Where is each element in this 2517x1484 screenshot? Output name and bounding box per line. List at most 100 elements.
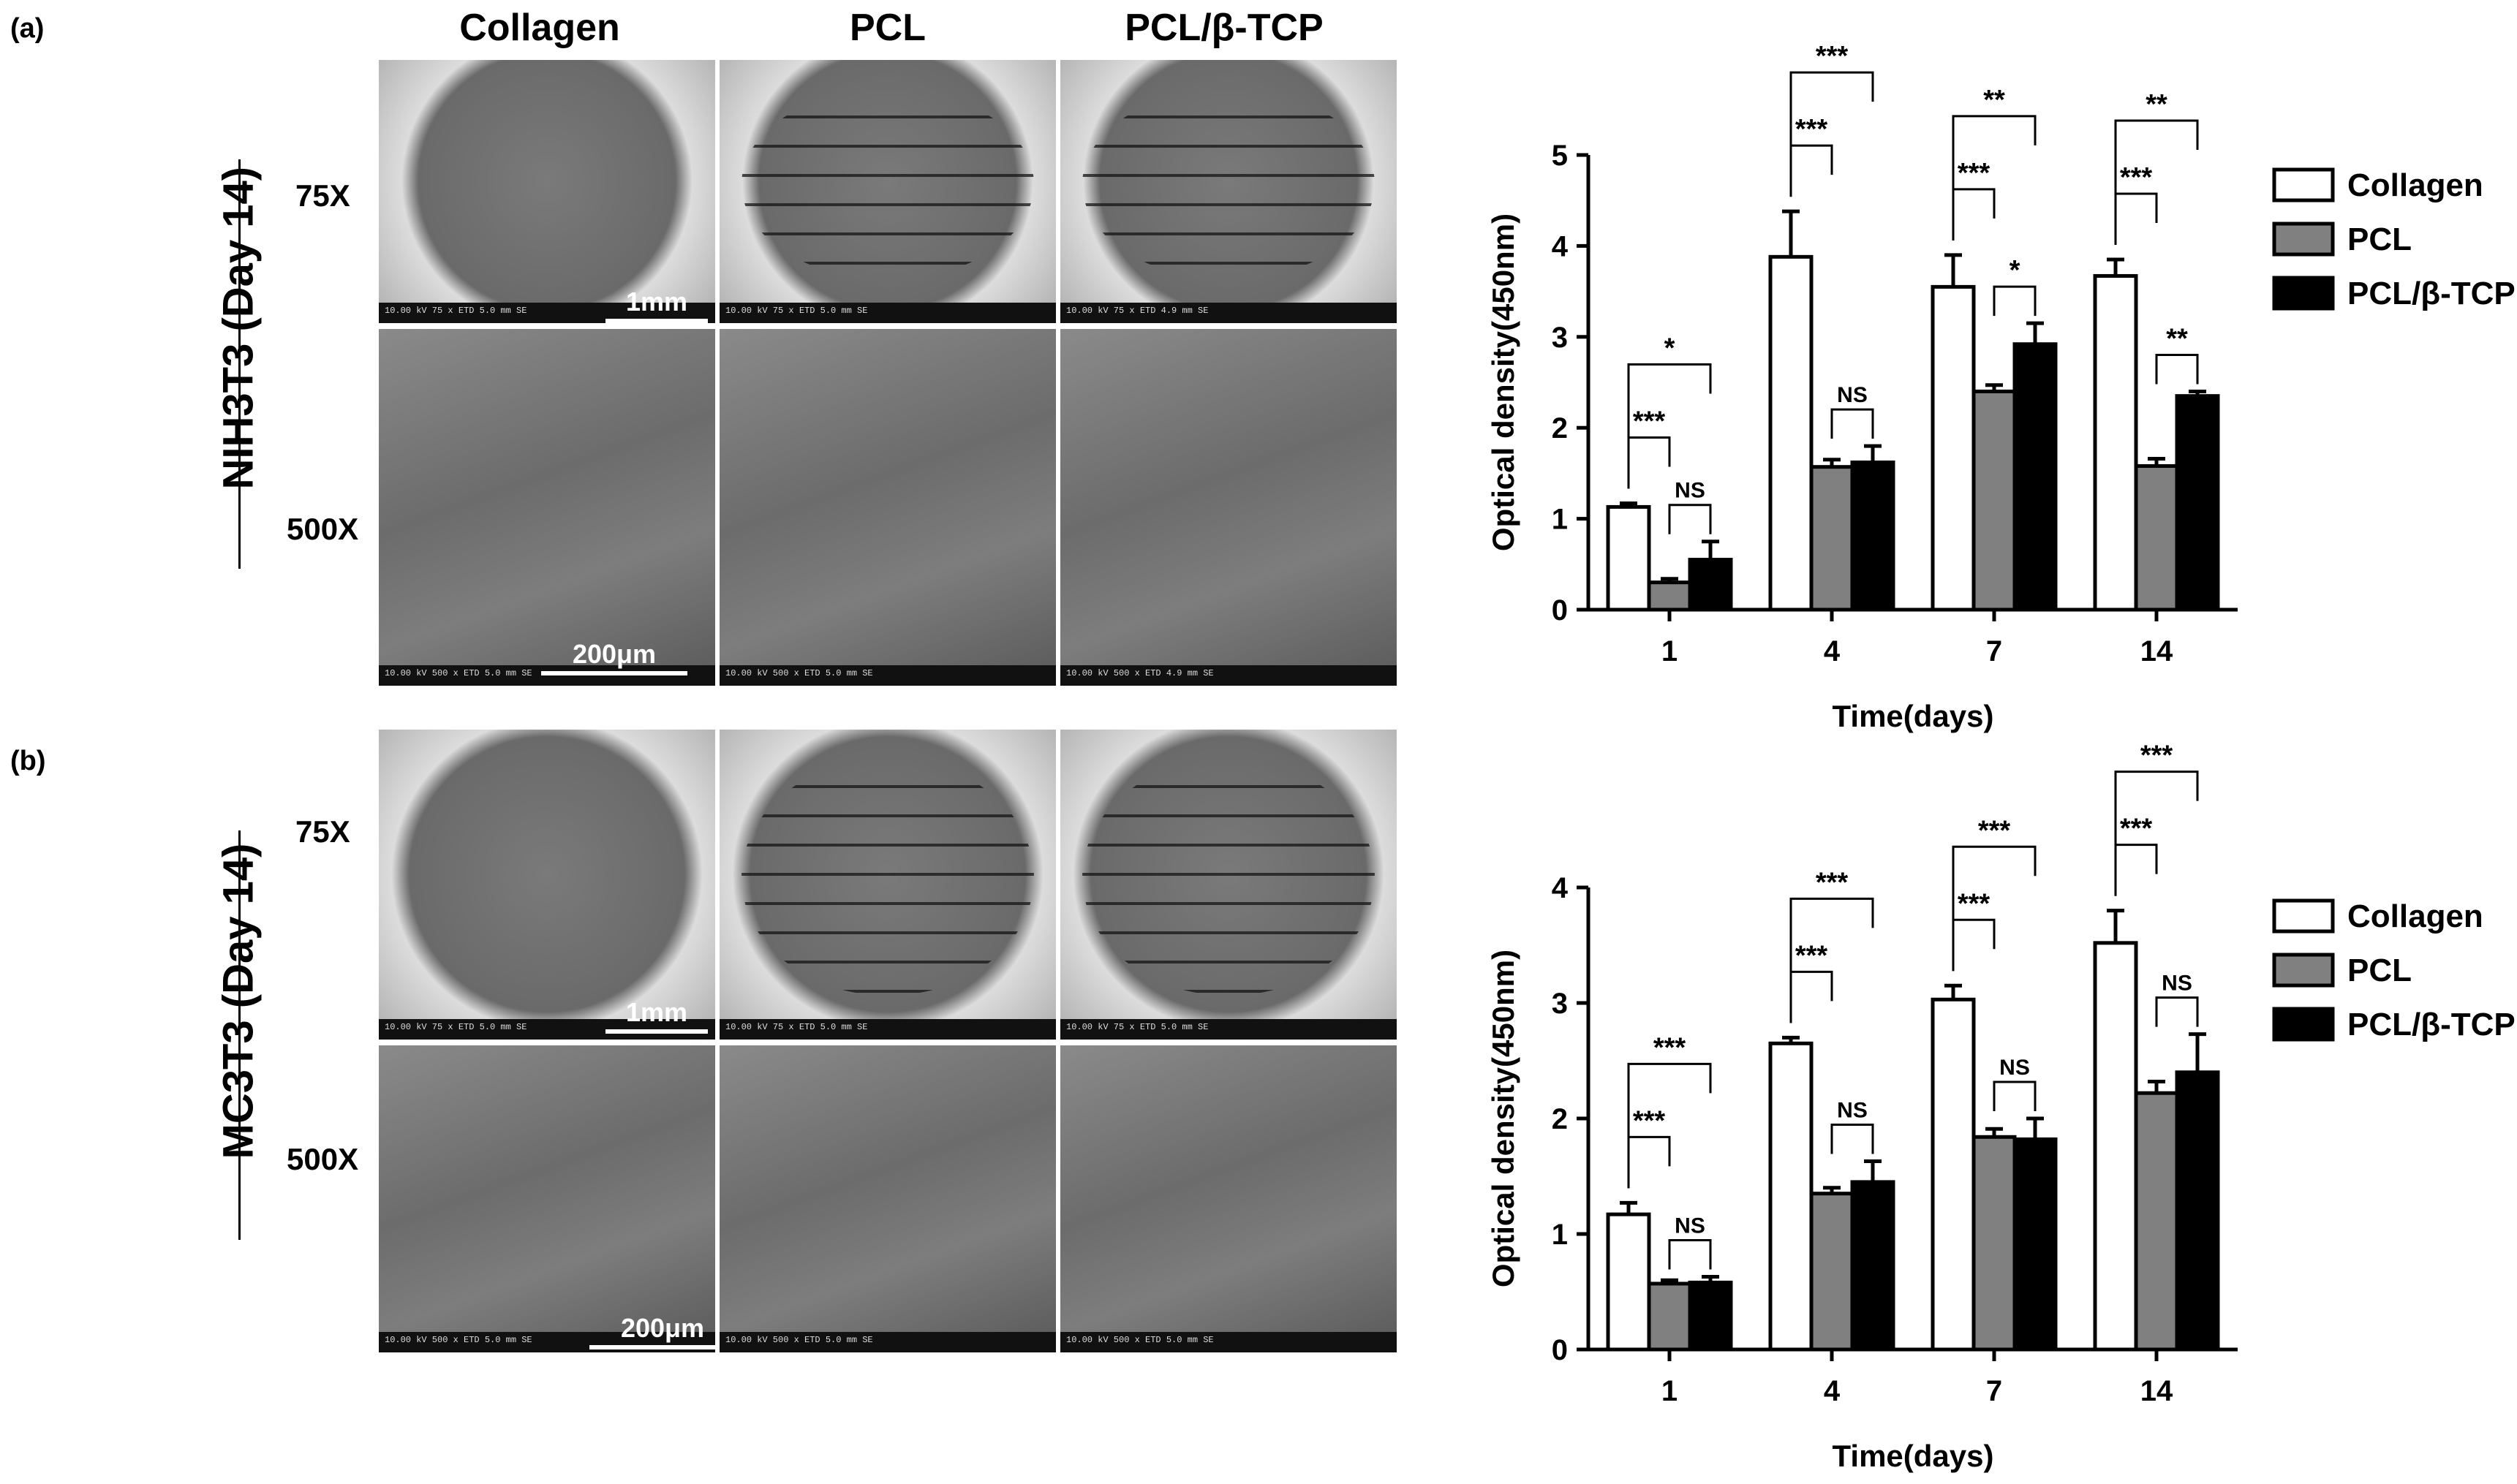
significance-label: ** xyxy=(2166,323,2188,354)
sem-image-pcltcp-75x: 10.00 kV 75 x ETD 4.9 mm SE xyxy=(1060,60,1397,323)
bar-pcltcp xyxy=(1850,1180,1895,1352)
significance-bracket xyxy=(1789,970,1833,1023)
x-tick-label: 1 xyxy=(1661,1375,1678,1407)
x-tick-label: 7 xyxy=(1986,1375,2002,1407)
bar-pcl xyxy=(1971,1135,2017,1352)
column-title-pcl: PCL xyxy=(850,7,926,49)
significance-label: *** xyxy=(2140,741,2173,771)
significance-label: NS xyxy=(1837,383,1868,407)
significance-label: *** xyxy=(1958,888,1990,919)
scale-bar-a-75x: 1mm xyxy=(605,287,708,323)
x-axis-label: Time(days) xyxy=(1833,1439,1994,1473)
legend-label: Collagen xyxy=(2347,898,2483,934)
significance-bracket xyxy=(1993,285,2037,317)
sem-image-pcltcp-75x-b: 10.00 kV 75 x ETD 5.0 mm SE xyxy=(1060,730,1397,1040)
significance-bracket xyxy=(1789,144,1833,197)
sem-image-pcl-500x-b: 10.00 kV 500 x ETD 5.0 mm SE xyxy=(720,1045,1056,1352)
bar-pcl xyxy=(1647,580,1692,612)
x-tick-label: 4 xyxy=(1824,635,1841,667)
scale-label-1mm-a: 1mm xyxy=(625,287,688,317)
significance-bracket xyxy=(1952,918,1996,972)
bar-pcl xyxy=(1809,465,1854,612)
legend-label: PCL xyxy=(2347,222,2412,257)
column-title-collagen: Collagen xyxy=(459,7,620,49)
scale-bar-b-500x: 200μm xyxy=(589,1313,736,1349)
scale-label-200um-a: 200μm xyxy=(572,639,657,669)
row-divider-b xyxy=(238,830,241,1240)
significance-bracket xyxy=(1668,504,1712,534)
legend-label: PCL xyxy=(2347,953,2412,988)
significance-bracket xyxy=(1627,363,1712,489)
bar-pcl xyxy=(1809,1192,1854,1352)
legend-swatch xyxy=(2272,276,2335,311)
bar-pcl xyxy=(2134,1091,2179,1352)
significance-label: *** xyxy=(1958,158,1990,189)
significance-label: *** xyxy=(2120,814,2153,844)
significance-bracket xyxy=(2114,771,2199,896)
x-tick-label: 7 xyxy=(1986,635,2002,667)
bar-collagen xyxy=(1768,254,1814,612)
sem-image-collagen-75x: 10.00 kV 75 x ETD 5.0 mm SE xyxy=(379,60,715,323)
sem-image-collagen-500x-b: 10.00 kV 500 x ETD 5.0 mm SE xyxy=(379,1045,715,1352)
legend-swatch xyxy=(2272,167,2335,202)
y-tick-label: 1 xyxy=(1552,504,1568,536)
significance-label: *** xyxy=(1978,815,2011,846)
bar-pcl xyxy=(2134,463,2179,612)
legend-swatch xyxy=(2272,953,2335,988)
significance-label: NS xyxy=(2162,972,2192,996)
y-axis-label: Optical density(450nm) xyxy=(1486,950,1520,1287)
scale-label-1mm-b: 1mm xyxy=(625,997,688,1027)
y-tick-label: 3 xyxy=(1552,988,1568,1020)
bar-pcltcp xyxy=(2012,1137,2058,1352)
legend-swatch xyxy=(2272,898,2335,934)
bar-pcltcp xyxy=(1688,1280,1733,1352)
significance-bracket xyxy=(2155,996,2199,1027)
bar-collagen xyxy=(2093,273,2138,612)
magnification-500x-b: 500X xyxy=(287,1142,359,1176)
significance-bracket xyxy=(1627,1135,1671,1189)
significance-label: *** xyxy=(1795,940,1828,971)
y-tick-label: 4 xyxy=(1552,872,1569,904)
sem-image-pcltcp-500x: 10.00 kV 500 x ETD 4.9 mm SE xyxy=(1060,329,1397,686)
bar-chart-mc3t3: 0 1 2 3 4 Optical density(450nm) Time(days) 1 **… xyxy=(1486,741,2516,1473)
significance-bracket xyxy=(2114,192,2158,246)
x-tick-label: 1 xyxy=(1661,635,1678,667)
row-divider-a xyxy=(238,159,241,569)
y-tick-label: 5 xyxy=(1552,140,1568,172)
sem-image-pcltcp-500x-b: 10.00 kV 500 x ETD 5.0 mm SE xyxy=(1060,1045,1397,1352)
significance-label: ** xyxy=(1983,85,2005,116)
legend-label: PCL/β-TCP xyxy=(2347,1007,2516,1042)
significance-bracket xyxy=(1668,1238,1712,1270)
magnification-500x-a: 500X xyxy=(287,512,359,546)
significance-label: NS xyxy=(1675,479,1705,503)
significance-bracket xyxy=(1627,436,1671,489)
significance-bracket xyxy=(1789,897,1874,1023)
legend-swatch xyxy=(2272,222,2335,257)
significance-label: *** xyxy=(1816,867,1849,898)
significance-label: NS xyxy=(1837,1098,1868,1122)
scale-bar-b-75x: 1mm xyxy=(605,997,708,1034)
significance-label: *** xyxy=(1816,41,1849,72)
bar-pcltcp xyxy=(2175,394,2220,612)
legend-swatch xyxy=(2272,1007,2335,1042)
bar-pcl xyxy=(1971,389,2017,612)
panel-b-letter: (b) xyxy=(10,746,46,776)
x-tick-label: 14 xyxy=(2140,1375,2173,1407)
bar-collagen xyxy=(2093,941,2138,1352)
significance-label: NS xyxy=(1999,1056,2030,1080)
y-tick-label: 3 xyxy=(1552,322,1568,354)
scale-label-200um-b: 200μm xyxy=(620,1313,705,1343)
legend-label: Collagen xyxy=(2347,167,2483,203)
bar-chart-nih3t3: 0 1 2 3 4 5 Optical density(450nm) Time(days) 1 *… xyxy=(1486,41,2516,733)
y-tick-label: 4 xyxy=(1552,230,1569,262)
significance-label: * xyxy=(2010,255,2020,286)
y-tick-label: 0 xyxy=(1552,1334,1568,1366)
row-label-wrap-a: NIH3T3 (Day 14) xyxy=(114,167,363,490)
sem-image-collagen-500x: 10.00 kV 500 x ETD 5.0 mm SE xyxy=(379,329,715,686)
y-tick-label: 2 xyxy=(1552,412,1568,444)
bar-pcl xyxy=(1647,1282,1692,1352)
significance-bracket xyxy=(2114,844,2158,896)
significance-label: *** xyxy=(1633,406,1666,436)
significance-bracket xyxy=(1830,408,1874,439)
bar-collagen xyxy=(1768,1041,1814,1352)
